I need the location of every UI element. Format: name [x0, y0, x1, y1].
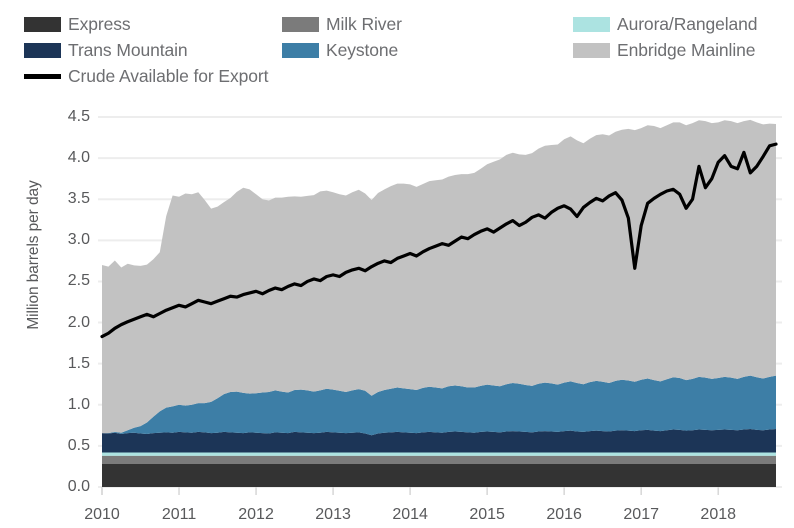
y-axis-tick-label: 1.0 — [67, 395, 90, 413]
stacked-areas — [102, 119, 776, 487]
legend-item-label: Trans Mountain — [68, 40, 188, 60]
line-series-crude-available-for-export — [100, 142, 778, 339]
legend-line-swatch — [24, 74, 61, 79]
legend-item-express[interactable]: Express — [24, 14, 131, 35]
legend-color-swatch — [282, 17, 319, 32]
y-axis-ticks: 0.0 0.5 1.0 1.5 2.0 2.5 3.0 3.5 4.0 4.5 — [40, 96, 90, 528]
y-axis-tick-label: 1.5 — [67, 354, 90, 372]
x-axis-tick-label: 2017 — [623, 506, 659, 523]
chart-canvas — [98, 116, 782, 495]
y-axis-tick-label: 2.5 — [67, 272, 90, 290]
legend-color-swatch — [573, 17, 610, 32]
area-series-trans-mountain — [102, 429, 776, 453]
x-axis-tick-label: 2018 — [700, 506, 737, 523]
legend-item-trans-mountain[interactable]: Trans Mountain — [24, 40, 188, 61]
legend-item-label: Milk River — [326, 14, 402, 34]
legend-item-label: Express — [68, 14, 131, 34]
x-axis-tick-label: 2010 — [84, 506, 120, 523]
legend-item-aurora-rangeland[interactable]: Aurora/Rangeland — [573, 14, 758, 35]
y-axis-tick-label: 2.0 — [67, 313, 90, 331]
chart-legend: Express Milk River Aurora/Rangeland Trans M… — [0, 0, 794, 96]
legend-item-keystone[interactable]: Keystone — [282, 40, 398, 61]
area-series-aurora-rangeland — [102, 452, 776, 456]
y-axis-tick-label: 0.0 — [67, 478, 90, 495]
legend-item-crude-available-for-export[interactable]: Crude Available for Export — [24, 66, 268, 87]
y-axis-tick-label: 3.5 — [67, 190, 90, 208]
area-series-milk-river — [102, 455, 776, 464]
x-axis-tick-label: 2013 — [315, 506, 351, 523]
legend-item-label: Crude Available for Export — [68, 66, 269, 86]
y-axis-tick-label: 3.0 — [67, 231, 90, 249]
area-series-keystone — [102, 375, 776, 436]
legend-color-swatch — [24, 43, 61, 58]
legend-color-swatch — [24, 17, 61, 32]
x-axis-ticks: 2010 2011 2012 2013 2014 2015 2016 2017 2018 — [0, 492, 794, 523]
x-axis-tick-label: 2012 — [238, 506, 274, 523]
legend-color-swatch — [282, 43, 319, 58]
legend-item-label: Enbridge Mainline — [617, 40, 756, 60]
legend-item-milk-river[interactable]: Milk River — [282, 14, 402, 35]
y-axis-tick-label: 4.0 — [67, 149, 90, 167]
x-axis-tick-label: 2011 — [161, 506, 197, 523]
y-axis-tick-label: 4.5 — [67, 108, 90, 125]
legend-item-label: Aurora/Rangeland — [617, 14, 758, 34]
y-axis-tick-label: 0.5 — [67, 436, 90, 454]
legend-color-swatch — [573, 43, 610, 58]
legend-item-enbridge-mainline[interactable]: Enbridge Mainline — [573, 40, 755, 61]
plot-area: Million barrels per day 0.0 0.5 1.0 1.5 2.0 2… — [0, 96, 794, 528]
area-series-express — [102, 463, 776, 487]
x-axis-tick-label: 2016 — [546, 506, 582, 523]
legend-item-label: Keystone — [326, 40, 399, 60]
x-axis-tick-label: 2014 — [392, 506, 428, 523]
x-axis-tick-label: 2015 — [469, 506, 505, 523]
x-axis-tick-marks — [101, 487, 720, 495]
